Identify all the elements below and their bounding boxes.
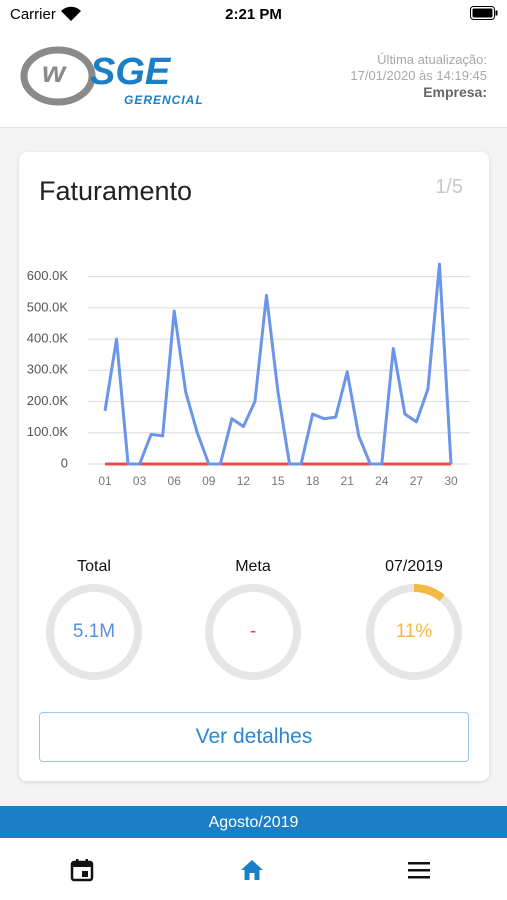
update-info: Última atualização: 17/01/2020 às 14:19:… bbox=[350, 52, 487, 100]
chart: 0 100.0K 200.0K 300.0K 400.0K 500.0K 600.0K 01 0… bbox=[27, 262, 470, 680]
y-tick-label: 200.0K bbox=[27, 393, 69, 408]
wifi-icon bbox=[61, 6, 81, 21]
update-time: 17/01/2020 às 14:19:45 bbox=[350, 68, 487, 83]
series-line bbox=[103, 262, 453, 466]
x-tick-label: 03 bbox=[133, 474, 147, 488]
y-tick-label: 500.0K bbox=[27, 299, 69, 314]
carrier: Carrier bbox=[10, 6, 56, 23]
x-tick-label: 18 bbox=[306, 474, 320, 488]
gauge-value: 5.1M bbox=[73, 621, 115, 642]
battery-icon bbox=[470, 6, 498, 20]
calendar-tab[interactable] bbox=[70, 858, 94, 882]
x-tick-label: 24 bbox=[375, 474, 389, 488]
x-tick-label: 21 bbox=[341, 474, 355, 488]
tab-bar bbox=[0, 838, 507, 900]
x-tick-label: 01 bbox=[98, 474, 112, 488]
gauge-title: 07/2019 bbox=[385, 558, 443, 575]
x-tick-label: 09 bbox=[202, 474, 216, 488]
logo-main: SGE bbox=[90, 51, 172, 93]
x-tick-label: 06 bbox=[168, 474, 182, 488]
page-indicator[interactable]: 1/5 bbox=[435, 176, 463, 198]
x-tick-label: 30 bbox=[444, 474, 458, 488]
y-tick-label: 300.0K bbox=[27, 362, 69, 377]
gauge-title: Meta bbox=[235, 558, 271, 575]
x-tick-label: 15 bbox=[271, 474, 285, 488]
gauge-value: 11% bbox=[396, 621, 433, 642]
y-tick-label: 100.0K bbox=[27, 424, 69, 439]
period-bar: Agosto/2019 bbox=[0, 806, 507, 838]
y-tick-label: 600.0K bbox=[27, 268, 69, 283]
home-tab[interactable] bbox=[240, 858, 264, 882]
logo-w: w bbox=[42, 56, 67, 89]
gauge-track bbox=[205, 584, 301, 680]
details-button[interactable]: Ver detalhes bbox=[39, 712, 469, 762]
logo: w SGE GERENCIAL bbox=[20, 46, 204, 107]
company-label: Empresa: bbox=[423, 84, 487, 100]
logo-sub: GERENCIAL bbox=[124, 93, 204, 107]
time: 2:21 PM bbox=[225, 6, 282, 23]
gauge-title: Total bbox=[77, 558, 111, 575]
update-label: Última atualização: bbox=[377, 52, 487, 67]
gauge-arc bbox=[366, 584, 462, 680]
y-tick-label: 0 bbox=[61, 455, 68, 470]
header: Carrier 2:21 PM w SGE GERENCIAL Última a… bbox=[0, 0, 507, 128]
gauge-value: - bbox=[250, 621, 256, 642]
x-tick-label: 27 bbox=[410, 474, 424, 488]
menu-tab[interactable] bbox=[407, 860, 431, 880]
gauge-track bbox=[46, 584, 142, 680]
y-tick-label: 400.0K bbox=[27, 331, 69, 346]
card-title: Faturamento bbox=[39, 176, 193, 206]
x-tick-label: 12 bbox=[237, 474, 251, 488]
